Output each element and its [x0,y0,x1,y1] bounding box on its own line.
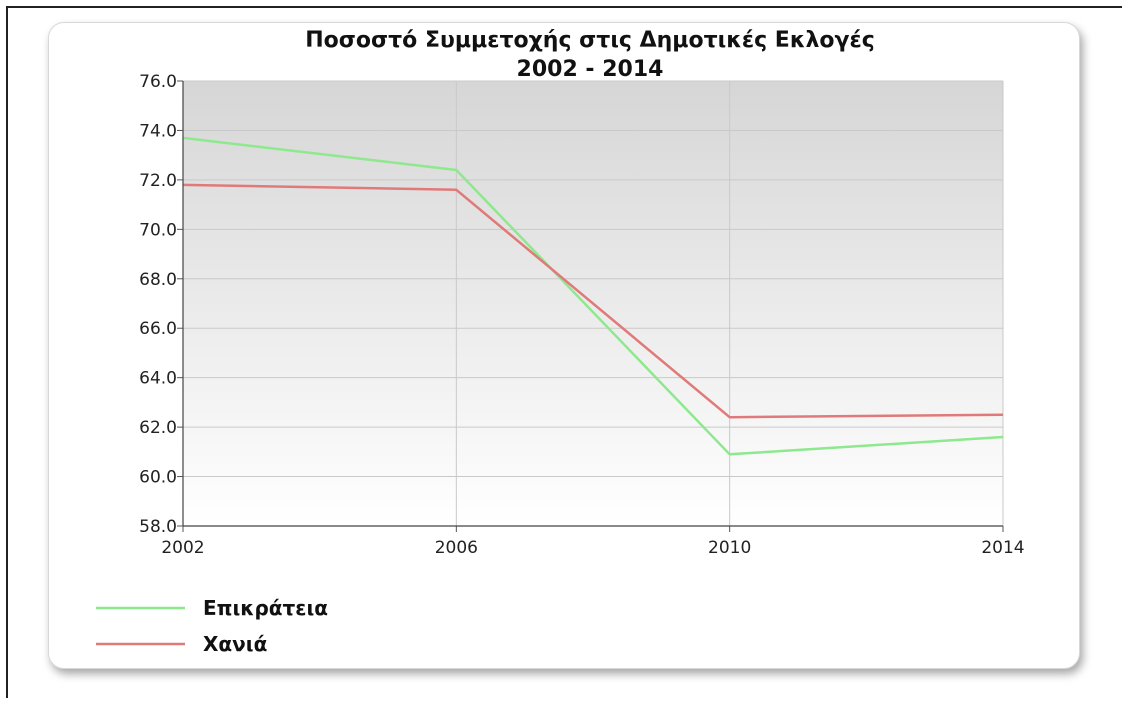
series-layer [182,136,1004,456]
page-frame [6,6,1122,698]
y-tick-label: 64.0 [139,369,177,389]
y-tick-label: 70.0 [139,220,177,240]
y-tick-label: 62.0 [139,418,177,438]
axis-layer: 58.0 60.0 62.0 64.0 66.0 68.0 70.0 72.0 74.0 76.0… [139,72,1024,558]
x-tick-label: 2010 [708,538,751,558]
grid-layer [183,80,1004,527]
legend-label: Χανιά [203,632,267,656]
chart-title: Ποσοστό Συμμετοχής στις Δημοτικές Εκλογέ… [305,28,875,53]
legend-label: Επικράτεια [203,596,328,620]
y-tick-label: 66.0 [139,319,177,339]
y-tick-label: 58.0 [139,517,177,537]
y-tick-label: 74.0 [139,121,177,141]
x-tick-label: 2002 [161,538,204,558]
series-line-2 [182,183,1004,419]
y-tick-label: 68.0 [139,270,177,290]
y-tick-label: 72.0 [139,171,177,191]
x-tick-label: 2006 [435,538,478,558]
x-tick-label: 2014 [981,538,1024,558]
y-tick-label: 60.0 [139,468,177,488]
y-tick-label: 76.0 [139,72,177,92]
series-line-1 [182,136,1004,456]
chart-subtitle: 2002 - 2014 [517,57,664,82]
legend: Επικράτεια Χανιά [96,596,328,656]
